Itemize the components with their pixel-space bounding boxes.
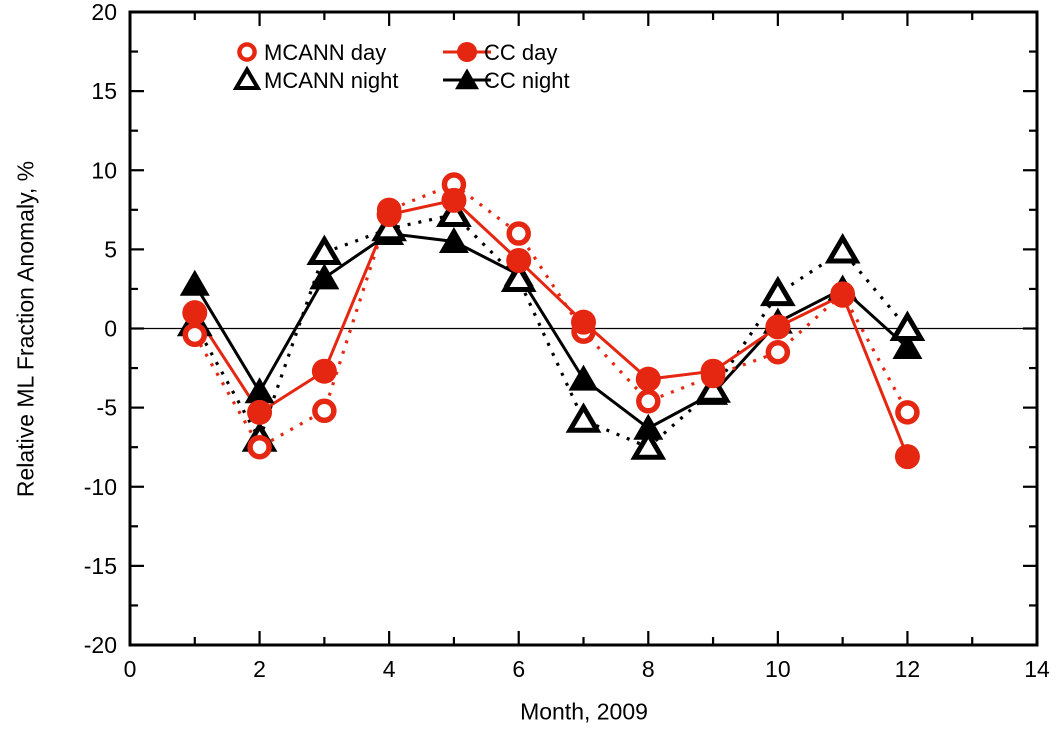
data-point-marker (635, 366, 661, 392)
data-point-marker (244, 377, 275, 404)
data-point-marker (182, 300, 208, 326)
legend-label: MCANN night (264, 68, 398, 93)
data-point-marker (571, 309, 596, 335)
data-point-marker (438, 226, 469, 253)
data-point-marker (630, 429, 667, 460)
data-point-marker (824, 233, 861, 264)
svg-text:4: 4 (383, 656, 396, 682)
y-axis-title: Relative ML Fraction Anomaly, % (12, 160, 39, 498)
svg-text:-15: -15 (84, 553, 117, 579)
svg-text:15: 15 (91, 78, 117, 104)
tick-labels: 0 2 4 6 8 10 12 14 -20 -15 -10 -5 0 5 10 15 20 (84, 0, 1050, 682)
data-point-marker (568, 364, 599, 391)
data-point-marker (376, 202, 402, 228)
legend-item-mcann-day: MCANN day (237, 40, 386, 65)
data-point-marker (179, 269, 210, 296)
legend-item-cc-night: CC night (443, 68, 570, 93)
data-point-marker (894, 444, 920, 470)
data-point-marker (895, 400, 920, 425)
svg-text:10: 10 (765, 656, 791, 682)
data-point-marker (247, 399, 273, 425)
data-point-marker (695, 372, 731, 403)
data-point-marker (506, 221, 531, 246)
svg-text:6: 6 (512, 656, 525, 682)
data-point-marker (441, 187, 467, 213)
data-point-marker (371, 210, 408, 242)
x-axis-title: Month, 2009 (520, 698, 648, 725)
data-point-marker (830, 282, 856, 308)
axis-ticks (128, 10, 1039, 647)
legend-item-mcann-night: MCANN night (232, 65, 398, 93)
series-markers-cc-day (182, 187, 920, 470)
data-point-marker (457, 42, 477, 62)
legend-label: CC day (484, 40, 557, 65)
data-point-marker (312, 398, 337, 424)
data-point-marker (892, 332, 923, 359)
data-point-marker (759, 275, 796, 307)
svg-text:10: 10 (91, 157, 117, 183)
svg-text:12: 12 (895, 656, 921, 682)
legend-label: CC night (484, 68, 570, 93)
svg-text:8: 8 (642, 656, 655, 682)
series-markers-mcann-day (182, 172, 920, 460)
svg-text:0: 0 (124, 656, 137, 682)
data-point-marker (500, 261, 537, 292)
svg-text:2: 2 (253, 656, 266, 682)
svg-text:20: 20 (91, 0, 117, 25)
data-point-marker (306, 234, 343, 266)
data-point-marker (436, 196, 472, 228)
legend-label: MCANN day (264, 40, 386, 65)
data-point-marker (237, 42, 257, 62)
data-point-marker (636, 389, 661, 414)
data-point-marker (232, 65, 262, 90)
svg-text:5: 5 (104, 236, 117, 262)
data-point-marker (455, 68, 479, 90)
svg-text:-5: -5 (97, 395, 117, 421)
svg-text:0: 0 (104, 316, 117, 342)
data-point-marker (889, 310, 926, 341)
svg-text:14: 14 (1024, 656, 1050, 682)
data-point-marker (182, 322, 208, 348)
data-point-marker (633, 413, 664, 440)
data-point-marker (765, 314, 791, 340)
data-point-marker (506, 247, 532, 273)
data-point-marker (311, 358, 337, 384)
data-point-marker (700, 358, 726, 384)
data-point-marker (765, 339, 791, 365)
data-point-marker (565, 402, 602, 433)
data-point-marker (309, 263, 340, 290)
legend-item-cc-day: CC day (443, 40, 557, 65)
legend: MCANN day MCANN night CC day CC night (232, 40, 570, 93)
svg-text:-20: -20 (84, 632, 117, 658)
data-point-marker (247, 434, 272, 460)
svg-text:-10: -10 (84, 474, 117, 500)
series-line-cc-night (193, 231, 909, 430)
